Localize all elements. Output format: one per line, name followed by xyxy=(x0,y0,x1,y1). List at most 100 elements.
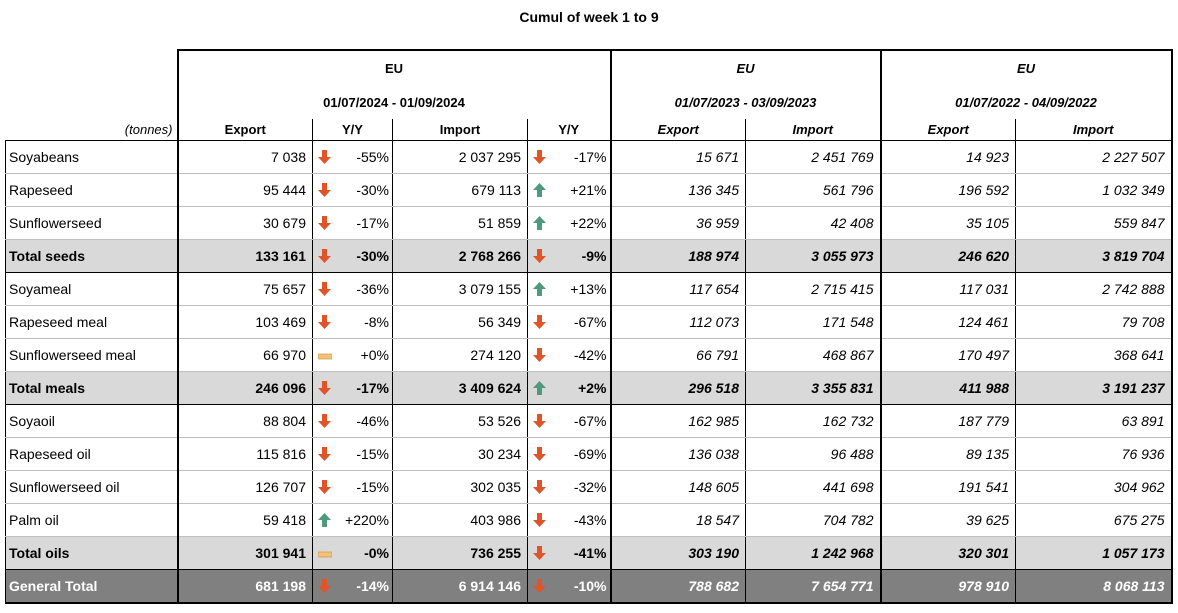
import-2022-cell: 8 068 113 xyxy=(1015,569,1173,604)
import-2024-cell: 274 120 xyxy=(392,338,528,372)
import-2024-cell: 30 234 xyxy=(392,437,528,471)
group-2022-region: EU xyxy=(879,49,1173,85)
yy-export-cell: +220% xyxy=(312,503,393,537)
row-label: Total oils xyxy=(5,536,178,570)
export-2022-cell: 14 923 xyxy=(879,140,1016,174)
yy-export-cell: -17% xyxy=(312,206,393,240)
table-row: Soyabeans 7 038 -55% 2 037 295 -17% 15 671 2 4… xyxy=(5,140,1173,174)
export-2023-cell: 303 190 xyxy=(609,536,746,570)
import-2023-cell: 2 451 769 xyxy=(745,140,881,174)
down-arrow-icon xyxy=(533,348,546,362)
import-2022-cell: 368 641 xyxy=(1015,338,1173,372)
row-label: Soyaoil xyxy=(5,404,178,438)
col-export-2023: Export xyxy=(609,119,746,141)
export-2024-cell: 126 707 xyxy=(176,470,313,504)
import-2024-cell: 403 986 xyxy=(392,503,528,537)
group-2024-period: 01/07/2024 - 01/09/2024 xyxy=(176,85,611,119)
col-import-2023: Import xyxy=(745,119,881,141)
down-arrow-icon xyxy=(318,150,331,164)
import-2024-cell: 6 914 146 xyxy=(392,569,528,604)
export-2024-cell: 30 679 xyxy=(176,206,313,240)
group-2023-region: EU xyxy=(609,49,881,85)
up-arrow-icon xyxy=(318,513,331,527)
table-row: Sunflowerseed oil 126 707 -15% 302 035 -32% 1… xyxy=(5,470,1173,504)
import-2022-cell: 2 227 507 xyxy=(1015,140,1173,174)
up-arrow-icon xyxy=(533,183,546,197)
yy-export-cell: +0% xyxy=(312,338,393,372)
col-export-2024: Export xyxy=(176,119,313,141)
yy-value: -8% xyxy=(364,314,389,330)
export-2024-cell: 133 161 xyxy=(176,239,313,273)
export-2023-cell: 296 518 xyxy=(609,371,746,405)
down-arrow-icon xyxy=(318,579,331,593)
import-2022-cell: 2 742 888 xyxy=(1015,272,1173,306)
row-label: General Total xyxy=(5,569,178,604)
import-2022-cell: 3 191 237 xyxy=(1015,371,1173,405)
import-2022-cell: 1 032 349 xyxy=(1015,173,1173,207)
yy-import-cell: -69% xyxy=(527,437,611,471)
yy-value: -41% xyxy=(573,545,607,561)
table-row: Sunflowerseed 30 679 -17% 51 859 +22% 36 959 4… xyxy=(5,206,1173,240)
yy-value: -15% xyxy=(356,446,389,462)
yy-import-cell: +22% xyxy=(527,206,611,240)
flat-bar-icon xyxy=(318,353,332,360)
down-arrow-icon xyxy=(318,216,331,230)
import-2024-cell: 679 113 xyxy=(392,173,528,207)
export-2024-cell: 115 816 xyxy=(176,437,313,471)
yy-value: -36% xyxy=(356,281,389,297)
import-2023-cell: 162 732 xyxy=(745,404,881,438)
row-label: Sunflowerseed meal xyxy=(5,338,178,372)
yy-value: -67% xyxy=(573,413,607,429)
row-label: Sunflowerseed xyxy=(5,206,178,240)
export-2022-cell: 187 779 xyxy=(879,404,1016,438)
col-yy-import: Y/Y xyxy=(527,119,611,141)
export-2022-cell: 320 301 xyxy=(879,536,1016,570)
export-2022-cell: 39 625 xyxy=(879,503,1016,537)
down-arrow-icon xyxy=(318,315,331,329)
export-2023-cell: 18 547 xyxy=(609,503,746,537)
import-2023-cell: 171 548 xyxy=(745,305,881,339)
yy-value: -67% xyxy=(573,314,607,330)
yy-export-cell: -36% xyxy=(312,272,393,306)
yy-import-cell: -67% xyxy=(527,404,611,438)
export-2023-cell: 36 959 xyxy=(609,206,746,240)
yy-export-cell: -30% xyxy=(312,173,393,207)
export-2022-cell: 35 105 xyxy=(879,206,1016,240)
total-row: Total oils 301 941 -0% 736 255 -41% 303 190 1 … xyxy=(5,536,1173,570)
export-2024-cell: 103 469 xyxy=(176,305,313,339)
yy-value: -30% xyxy=(356,248,389,264)
yy-export-cell: -0% xyxy=(312,536,393,570)
yy-export-cell: -15% xyxy=(312,470,393,504)
yy-export-cell: -15% xyxy=(312,437,393,471)
yy-import-cell: -67% xyxy=(527,305,611,339)
import-2022-cell: 559 847 xyxy=(1015,206,1173,240)
export-2023-cell: 788 682 xyxy=(609,569,746,604)
yy-export-cell: -55% xyxy=(312,140,393,174)
yy-import-cell: +21% xyxy=(527,173,611,207)
import-2022-cell: 63 891 xyxy=(1015,404,1173,438)
yy-value: +2% xyxy=(578,380,607,396)
import-2023-cell: 468 867 xyxy=(745,338,881,372)
down-arrow-icon xyxy=(533,414,546,428)
yy-value: +0% xyxy=(360,347,389,363)
down-arrow-icon xyxy=(533,546,546,560)
yy-import-cell: -32% xyxy=(527,470,611,504)
down-arrow-icon xyxy=(318,414,331,428)
row-label: Total meals xyxy=(5,371,178,405)
import-2024-cell: 2 037 295 xyxy=(392,140,528,174)
yy-value: -9% xyxy=(581,248,607,264)
yy-value: +22% xyxy=(570,215,607,231)
yy-value: +21% xyxy=(570,182,607,198)
trade-table: EU EU EU 01/07/2024 - 01/09/2024 01/07/2… xyxy=(5,49,1173,604)
down-arrow-icon xyxy=(318,249,331,263)
import-2024-cell: 53 526 xyxy=(392,404,528,438)
down-arrow-icon xyxy=(318,282,331,296)
export-2022-cell: 117 031 xyxy=(879,272,1016,306)
table-row: Palm oil 59 418 +220% 403 986 -43% 18 547 704 … xyxy=(5,503,1173,537)
export-2022-cell: 191 541 xyxy=(879,470,1016,504)
yy-value: +220% xyxy=(345,512,389,528)
yy-import-cell: -41% xyxy=(527,536,611,570)
yy-export-cell: -17% xyxy=(312,371,393,405)
up-arrow-icon xyxy=(533,282,546,296)
col-import-2024: Import xyxy=(392,119,528,141)
